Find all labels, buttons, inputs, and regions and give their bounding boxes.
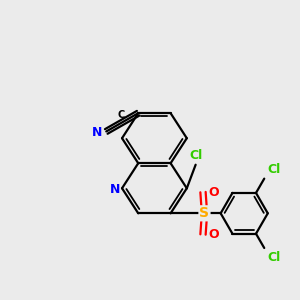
Text: Cl: Cl <box>267 163 280 176</box>
Text: Cl: Cl <box>189 149 202 162</box>
Text: S: S <box>200 206 209 220</box>
Text: N: N <box>110 183 120 196</box>
Text: O: O <box>208 186 219 199</box>
Text: O: O <box>208 228 219 241</box>
Text: C: C <box>118 110 125 120</box>
Text: N: N <box>92 126 103 140</box>
Text: Cl: Cl <box>267 251 280 264</box>
